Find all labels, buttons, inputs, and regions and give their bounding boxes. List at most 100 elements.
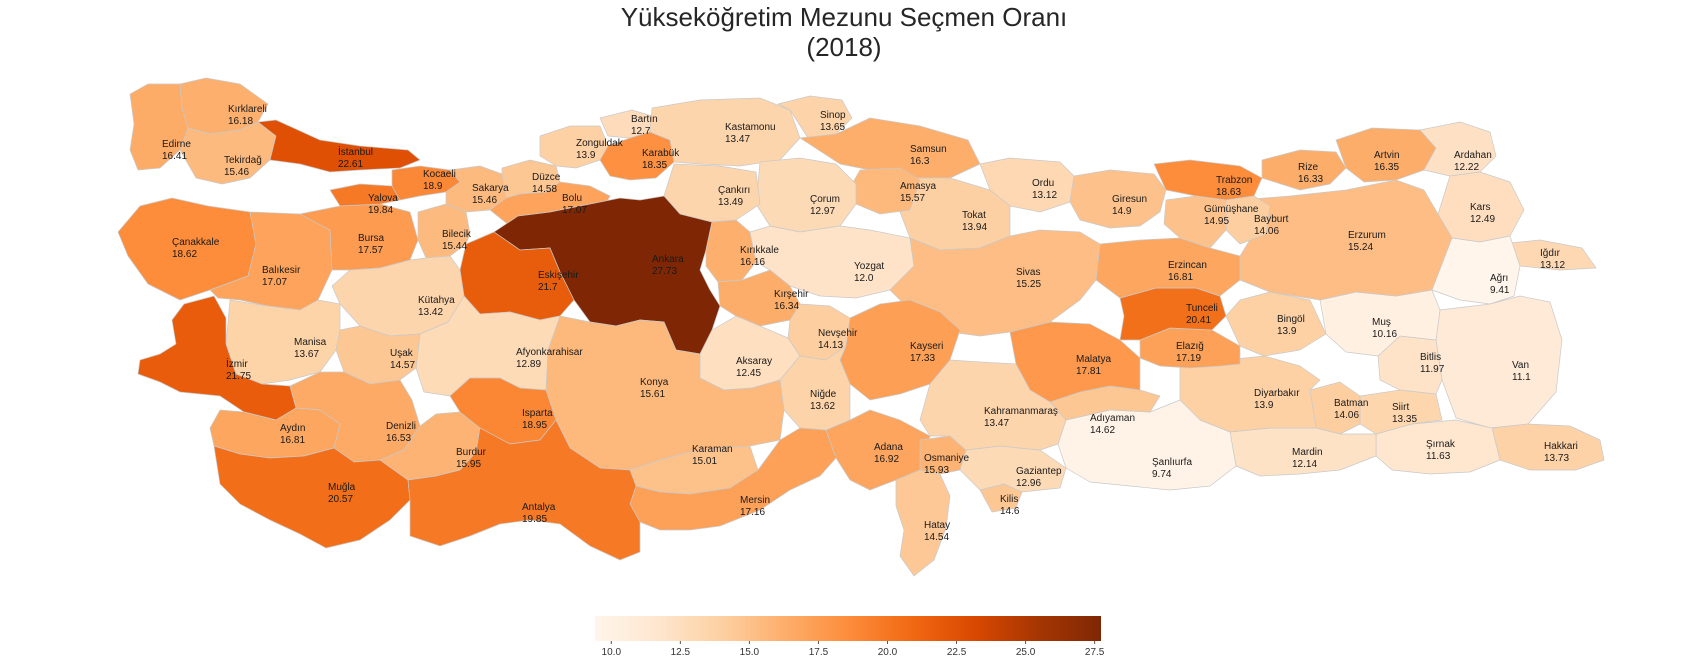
province-name: Gaziantep [1016, 466, 1062, 477]
province-label-amasya: Amasya 15.57 [900, 181, 937, 204]
province-value: 12.45 [736, 368, 761, 379]
province-giresun [1069, 169, 1167, 229]
province-name: Bayburt [1254, 214, 1289, 225]
province-value: 15.24 [1348, 242, 1373, 253]
province-name: Kayseri [910, 341, 943, 352]
colorbar-gradient [595, 616, 1101, 641]
province-value: 17.07 [562, 205, 587, 216]
province-label-bayburt: Bayburt 14.06 [1254, 214, 1289, 237]
province-label-agri: Ağrı 9.41 [1490, 273, 1510, 296]
province-name: Yozgat [854, 261, 884, 272]
province-label-eskisehir: Eskişehir 21.7 [538, 270, 579, 293]
province-name: Kırıkkale [740, 245, 779, 256]
province-label-erzurum: Erzurum 15.24 [1348, 230, 1386, 253]
province-name: Erzurum [1348, 230, 1386, 241]
province-value: 16.33 [1298, 174, 1323, 185]
province-value: 15.01 [692, 456, 717, 467]
title-line-1: Yükseköğretim Mezunu Seçmen Oranı [620, 2, 1068, 32]
province-name: Artvin [1374, 150, 1400, 161]
province-name: Sinop [820, 110, 846, 121]
province-name: Şırnak [1426, 439, 1456, 450]
province-value: 16.34 [774, 301, 799, 312]
province-value: 16.92 [874, 454, 899, 465]
province-name: Aydın [280, 423, 305, 434]
province-name: Niğde [810, 389, 837, 400]
province-label-sirnak: Şırnak 11.63 [1426, 439, 1456, 462]
province-name: Malatya [1076, 354, 1111, 365]
province-value: 17.19 [1176, 353, 1201, 364]
province-sakarya [445, 165, 507, 213]
province-name: Tekirdağ [224, 155, 262, 166]
province-name: Siirt [1392, 402, 1409, 413]
colorbar-tick-label: 20.0 [878, 647, 898, 658]
province-label-kirikkale: Kırıkkale 16.16 [740, 245, 779, 268]
province-name: Mersin [740, 495, 770, 506]
province-afyonkarahisar [415, 295, 561, 397]
province-label-aksaray: Aksaray 12.45 [736, 356, 772, 379]
province-value: 15.61 [640, 389, 665, 400]
province-value: 13.42 [418, 307, 443, 318]
province-label-elazig: Elazığ 17.19 [1176, 341, 1204, 364]
province-value: 13.9 [576, 150, 596, 161]
province-label-kutahya: Kütahya 13.42 [418, 295, 455, 318]
province-value: 12.96 [1016, 478, 1041, 489]
province-value: 21.75 [226, 371, 251, 382]
province-label-duzce: Düzce 14.58 [532, 172, 561, 195]
map-title: Yükseköğretim Mezunu Seçmen Oranı (2018) [0, 2, 1688, 62]
province-name: Ankara [652, 254, 684, 265]
province-name: Bingöl [1277, 314, 1305, 325]
province-name: Erzincan [1168, 260, 1207, 271]
province-label-van: Van 11.1 [1512, 360, 1531, 383]
province-corum [755, 157, 857, 233]
province-name: Kars [1470, 202, 1491, 213]
province-label-cankiri: Çankırı 13.49 [718, 185, 750, 208]
province-label-artvin: Artvin 16.35 [1374, 150, 1400, 173]
province-name: Kastamonu [725, 122, 776, 133]
province-value: 17.33 [910, 353, 935, 364]
province-name: Muş [1372, 317, 1391, 328]
province-name: Uşak [390, 348, 414, 359]
province-label-kars: Kars 12.49 [1470, 202, 1495, 225]
province-value: 14.06 [1254, 226, 1279, 237]
province-nigde [779, 345, 851, 431]
province-label-tunceli: Tunceli 20.41 [1186, 303, 1218, 326]
province-name: Hatay [924, 520, 950, 531]
province-hatay [895, 469, 951, 577]
province-name: Elazığ [1176, 341, 1204, 352]
province-hakkari [1491, 423, 1605, 471]
province-value: 12.49 [1470, 214, 1495, 225]
province-label-konya: Konya 15.61 [640, 377, 669, 400]
province-value: 16.41 [162, 151, 187, 162]
province-value: 14.6 [1000, 506, 1020, 517]
province-value: 12.89 [516, 359, 541, 370]
province-sinop [777, 95, 853, 139]
province-name: Yalova [368, 193, 398, 204]
province-label-tokat: Tokat 13.94 [962, 210, 987, 233]
province-name: Diyarbakır [1254, 388, 1300, 399]
province-value: 15.25 [1016, 279, 1041, 290]
province-name: Muğla [328, 482, 356, 493]
province-value: 21.7 [538, 282, 558, 293]
province-label-adiyaman: Adıyaman 14.62 [1090, 413, 1135, 436]
province-sivas [889, 229, 1101, 337]
province-value: 9.41 [1490, 285, 1510, 296]
province-name: Sivas [1016, 267, 1040, 278]
province-value: 9.74 [1152, 469, 1172, 480]
province-name: Karabük [642, 148, 680, 159]
province-bingol [1225, 291, 1327, 357]
province-name: Aksaray [736, 356, 772, 367]
province-istanbul [257, 119, 421, 173]
province-name: Samsun [910, 144, 947, 155]
province-bilecik [417, 203, 471, 259]
province-label-tekirdag: Tekirdağ 15.46 [224, 155, 262, 178]
province-name: Çankırı [718, 185, 750, 196]
province-mersin [629, 427, 837, 531]
province-name: Çorum [810, 194, 840, 205]
province-name: Trabzon [1216, 175, 1252, 186]
province-value: 13.49 [718, 197, 743, 208]
province-label-bilecik: Bilecik 15.44 [442, 229, 472, 252]
provinces-layer [117, 77, 1605, 577]
colorbar-tick-label: 12.5 [671, 647, 691, 658]
